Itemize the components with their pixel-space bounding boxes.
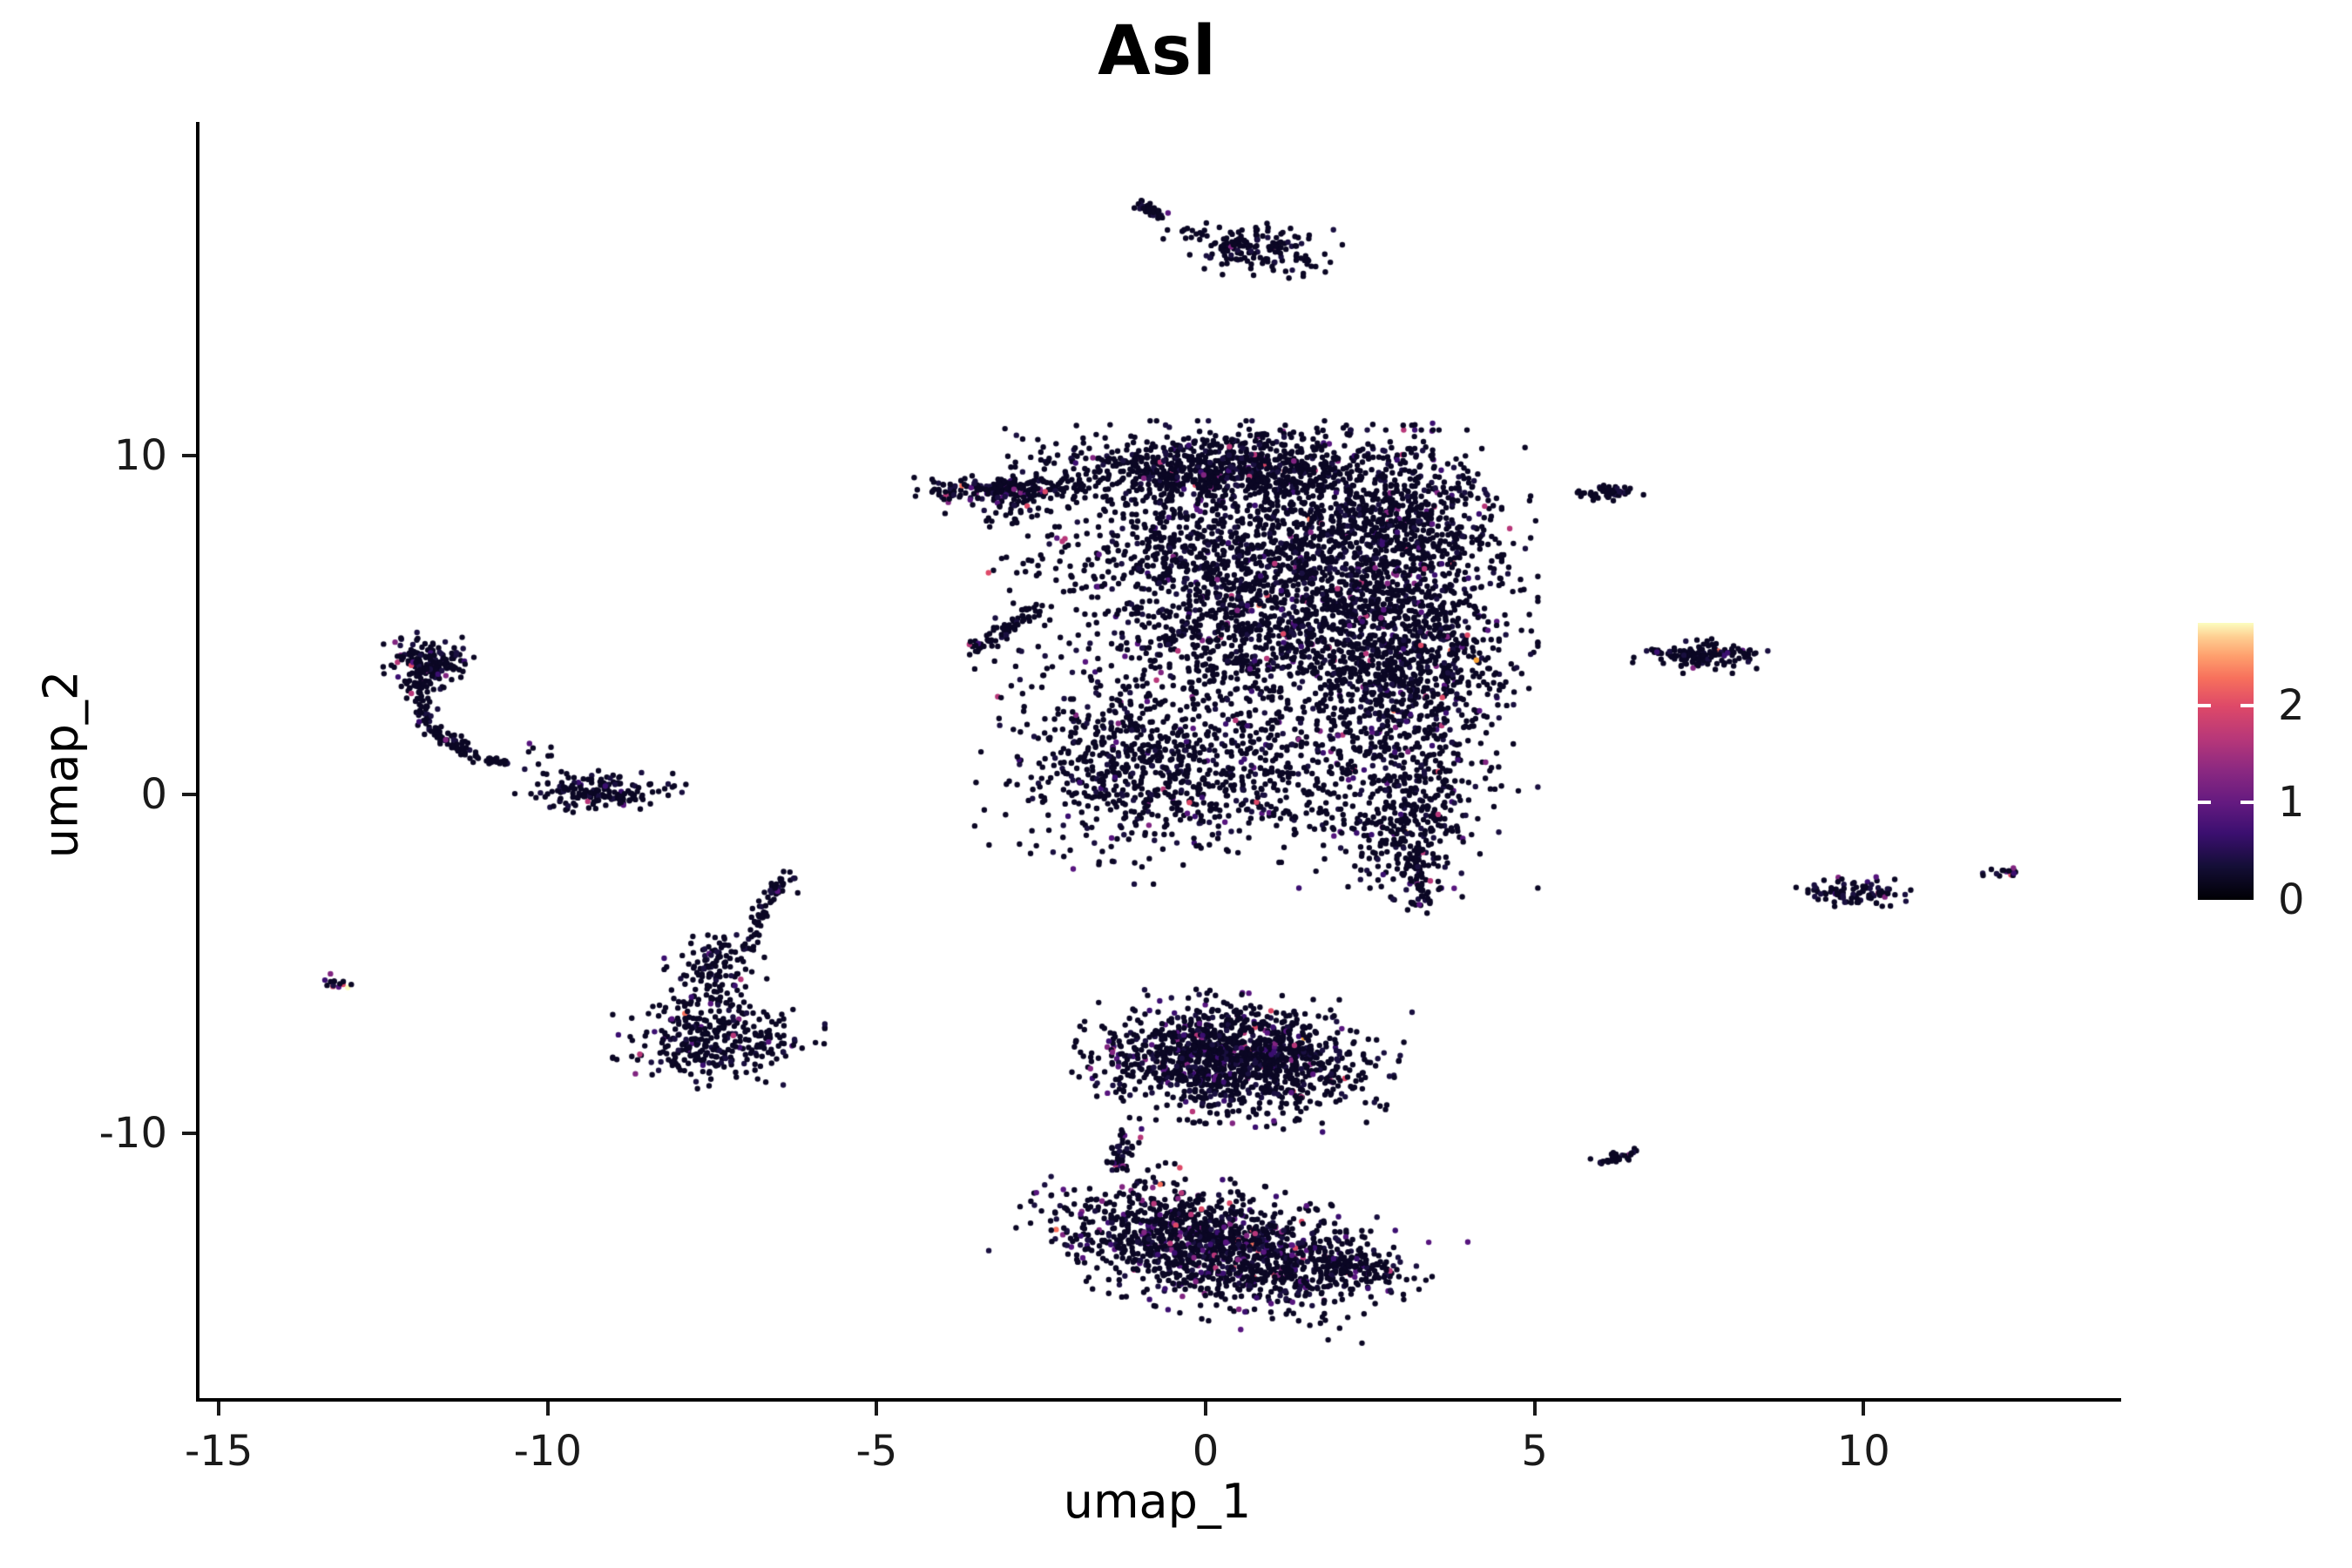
y-axis-line bbox=[196, 122, 199, 1402]
expression-colorbar bbox=[2198, 623, 2254, 900]
y-tick-label: 10 bbox=[113, 431, 167, 481]
scatter-plot-panel bbox=[198, 122, 2117, 1398]
colorbar-tick-label: 1 bbox=[2278, 778, 2305, 828]
colorbar-tick-mark bbox=[2240, 801, 2254, 805]
x-tick-label: 0 bbox=[1192, 1427, 1220, 1476]
x-tick-label: -5 bbox=[855, 1427, 898, 1476]
y-tick-label: 0 bbox=[140, 770, 167, 820]
x-tick-label: 10 bbox=[1836, 1427, 1890, 1476]
x-tick-label: -10 bbox=[513, 1427, 582, 1476]
y-tick-mark bbox=[182, 1132, 196, 1136]
x-tick-mark bbox=[217, 1402, 221, 1416]
page-title: Asl bbox=[1098, 12, 1217, 91]
x-axis-line bbox=[196, 1398, 2121, 1402]
x-tick-label: -15 bbox=[184, 1427, 253, 1476]
x-tick-mark bbox=[1862, 1402, 1866, 1416]
y-axis-title: umap_2 bbox=[33, 670, 89, 859]
colorbar-tick-mark bbox=[2240, 703, 2254, 707]
y-tick-mark bbox=[182, 793, 196, 797]
x-tick-mark bbox=[875, 1402, 879, 1416]
y-tick-mark bbox=[182, 454, 196, 458]
colorbar-tick-mark bbox=[2198, 801, 2211, 805]
x-tick-label: 5 bbox=[1521, 1427, 1548, 1476]
colorbar-tick-mark bbox=[2198, 703, 2211, 707]
colorbar-tick-label: 0 bbox=[2278, 875, 2305, 924]
x-tick-mark bbox=[1204, 1402, 1207, 1416]
colorbar-tick-label: 2 bbox=[2278, 680, 2305, 730]
x-axis-title: umap_1 bbox=[1063, 1474, 1252, 1529]
x-tick-mark bbox=[545, 1402, 550, 1416]
y-tick-label: -10 bbox=[98, 1109, 167, 1159]
x-tick-mark bbox=[1532, 1402, 1537, 1416]
